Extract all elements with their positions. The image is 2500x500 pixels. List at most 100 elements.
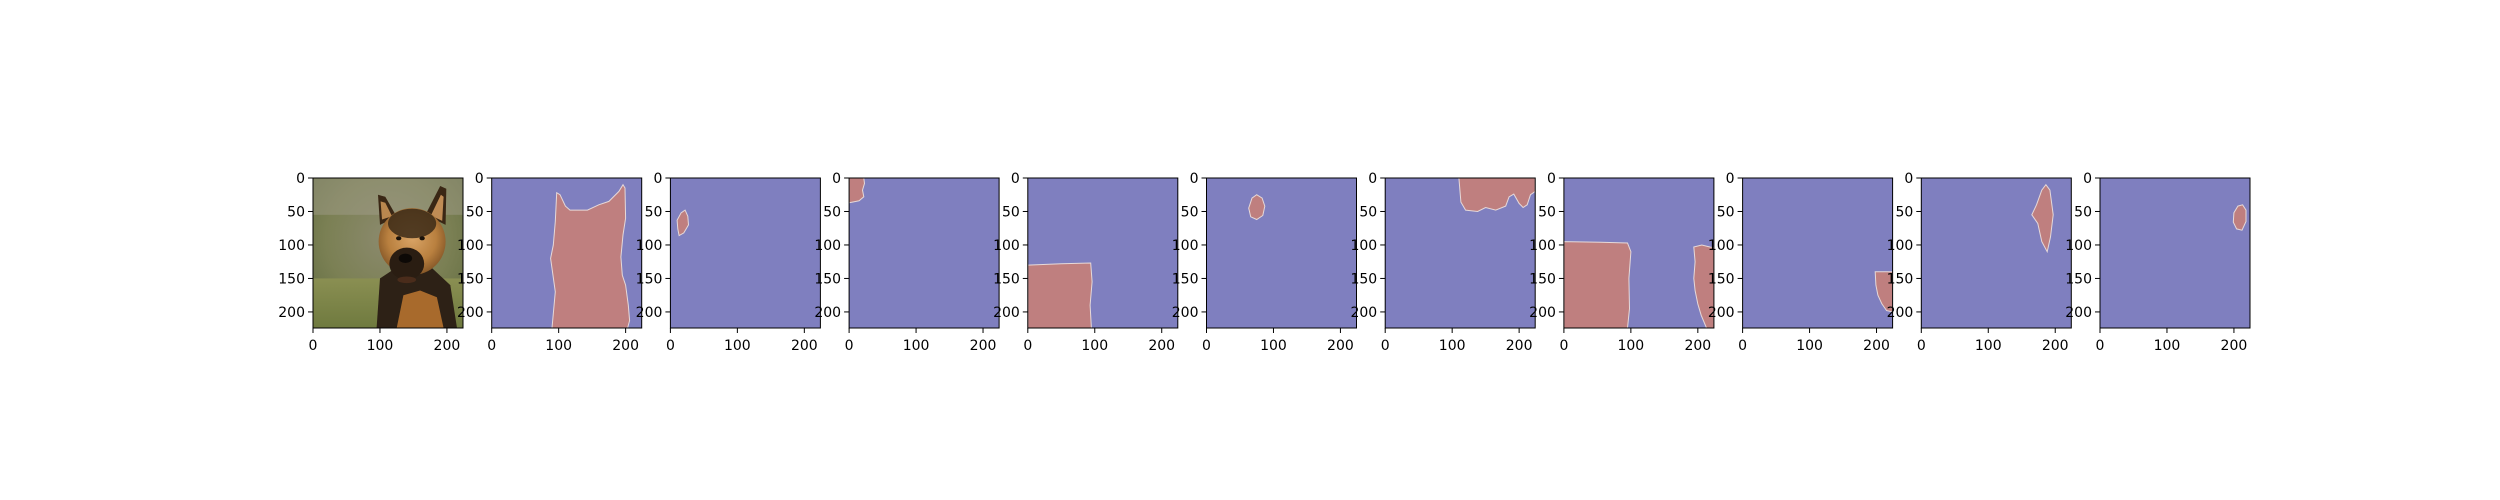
mask-region-7 xyxy=(1458,177,1536,213)
ytick-label-11-150: 150 xyxy=(2065,271,2092,287)
xtick-label-2-0: 0 xyxy=(487,338,496,354)
ytick-label-3-150: 150 xyxy=(636,271,663,287)
ytick-label-1-50: 50 xyxy=(287,204,305,220)
ytick-label-11-100: 100 xyxy=(2065,238,2092,254)
ytick-label-6-200: 200 xyxy=(1172,305,1199,321)
ytick-label-2-0: 0 xyxy=(475,171,484,187)
axes-frame-7 xyxy=(1384,177,1536,329)
xtick-label-5-200: 200 xyxy=(1148,338,1175,354)
mask-region-3 xyxy=(676,209,690,237)
ytick-label-5-150: 150 xyxy=(993,271,1020,287)
mask-region-6 xyxy=(1248,194,1266,221)
xtick-label-7-0: 0 xyxy=(1381,338,1390,354)
xtick-label-4-100: 100 xyxy=(903,338,930,354)
ytick-label-9-100: 100 xyxy=(1708,238,1735,254)
ytick-label-4-50: 50 xyxy=(823,204,841,220)
xtick-label-10-0: 0 xyxy=(1917,338,1926,354)
xtick-label-9-100: 100 xyxy=(1796,338,1823,354)
ytick-label-11-0: 0 xyxy=(2083,171,2092,187)
axes-frame-9 xyxy=(1742,177,1894,329)
xtick-label-6-0: 0 xyxy=(1202,338,1211,354)
subplot-8: 0 50 100 150 200 0 100 200 xyxy=(1529,171,1715,354)
ytick-label-7-100: 100 xyxy=(1350,238,1377,254)
mask-background-11 xyxy=(2100,178,2250,328)
mask-region-8-b xyxy=(1693,244,1715,329)
xtick-label-4-0: 0 xyxy=(845,338,854,354)
axes-frame-11 xyxy=(2099,177,2251,329)
axes-frame-6 xyxy=(1206,177,1357,329)
ytick-label-6-50: 50 xyxy=(1181,204,1199,220)
xtick-label-9-0: 0 xyxy=(1738,338,1747,354)
ytick-label-10-200: 200 xyxy=(1887,305,1914,321)
ytick-label-8-0: 0 xyxy=(1547,171,1556,187)
ytick-label-4-100: 100 xyxy=(814,238,841,254)
ytick-label-10-50: 50 xyxy=(1895,204,1913,220)
axes-frame-3 xyxy=(669,177,821,329)
xtick-label-7-100: 100 xyxy=(1439,338,1466,354)
xtick-label-10-100: 100 xyxy=(1975,338,2002,354)
ytick-label-3-50: 50 xyxy=(645,204,663,220)
axes-frame-8 xyxy=(1563,177,1715,329)
xtick-label-6-100: 100 xyxy=(1260,338,1287,354)
xtick-label-1-0: 0 xyxy=(309,338,318,354)
ytick-label-10-0: 0 xyxy=(1904,171,1913,187)
dog-photo xyxy=(313,178,463,328)
xtick-label-2-200: 200 xyxy=(612,338,639,354)
ytick-label-10-100: 100 xyxy=(1887,238,1914,254)
mask-background-4 xyxy=(849,178,1000,328)
ytick-label-5-200: 200 xyxy=(993,305,1020,321)
axes-frame-4 xyxy=(848,177,1000,329)
xtick-label-3-200: 200 xyxy=(791,338,818,354)
ytick-label-9-0: 0 xyxy=(1726,171,1735,187)
ytick-label-9-150: 150 xyxy=(1708,271,1735,287)
xtick-label-11-200: 200 xyxy=(2221,338,2248,354)
axes-frame-1 xyxy=(312,177,464,329)
mask-background-7 xyxy=(1385,178,1536,328)
ytick-label-5-0: 0 xyxy=(1011,171,1020,187)
ytick-label-7-50: 50 xyxy=(1359,204,1377,220)
xtick-label-7-200: 200 xyxy=(1506,338,1533,354)
ytick-label-10-150: 150 xyxy=(1887,271,1914,287)
ytick-label-8-150: 150 xyxy=(1529,271,1556,287)
mask-region-11 xyxy=(2232,204,2247,231)
xtick-label-11-100: 100 xyxy=(2154,338,2181,354)
mask-region-2 xyxy=(550,183,631,329)
xtick-label-6-200: 200 xyxy=(1327,338,1354,354)
ytick-label-7-0: 0 xyxy=(1368,171,1377,187)
subplot-7: 0 50 100 150 200 0 100 200 xyxy=(1350,171,1536,354)
subplot-4: 0 50 100 150 200 0 100 200 xyxy=(814,171,1000,354)
subplot-5: 0 50 100 150 200 0 100 200 xyxy=(993,171,1179,354)
ytick-label-9-50: 50 xyxy=(1717,204,1735,220)
xtick-label-1-100: 100 xyxy=(367,338,394,354)
ytick-label-5-50: 50 xyxy=(1002,204,1020,220)
subplot-1: 0 50 100 150 200 0 100 200 xyxy=(278,171,464,354)
xtick-label-5-100: 100 xyxy=(1081,338,1108,354)
ytick-label-2-150: 150 xyxy=(457,271,484,287)
ytick-label-9-200: 200 xyxy=(1708,305,1735,321)
subplot-11: 0 50 100 150 200 0 100 200 xyxy=(2065,171,2251,354)
mask-region-10 xyxy=(2031,183,2054,254)
axes-frame-10 xyxy=(1920,177,2072,329)
xtick-label-4-200: 200 xyxy=(970,338,997,354)
ytick-label-1-0: 0 xyxy=(296,171,305,187)
mask-background-9 xyxy=(1742,178,1893,328)
xtick-label-8-0: 0 xyxy=(1559,338,1568,354)
ytick-label-1-200: 200 xyxy=(278,305,305,321)
ytick-label-3-200: 200 xyxy=(636,305,663,321)
subplot-2: 0 50 100 150 200 0 100 200 xyxy=(457,171,643,354)
ytick-label-1-100: 100 xyxy=(278,238,305,254)
xtick-label-5-0: 0 xyxy=(1023,338,1032,354)
subplot-6: 0 50 100 150 200 0 100 200 xyxy=(1172,171,1357,354)
ytick-label-2-200: 200 xyxy=(457,305,484,321)
ytick-label-6-100: 100 xyxy=(1172,238,1199,254)
mask-background-3 xyxy=(670,178,821,328)
ytick-label-8-100: 100 xyxy=(1529,238,1556,254)
mask-region-4 xyxy=(848,177,866,204)
ytick-label-6-0: 0 xyxy=(1190,171,1199,187)
axes-frame-2 xyxy=(491,177,643,329)
ytick-label-3-0: 0 xyxy=(653,171,662,187)
subplot-3: 0 50 100 150 200 0 100 200 xyxy=(636,171,821,354)
ytick-label-8-200: 200 xyxy=(1529,305,1556,321)
xtick-label-3-0: 0 xyxy=(666,338,675,354)
ytick-label-7-200: 200 xyxy=(1350,305,1377,321)
